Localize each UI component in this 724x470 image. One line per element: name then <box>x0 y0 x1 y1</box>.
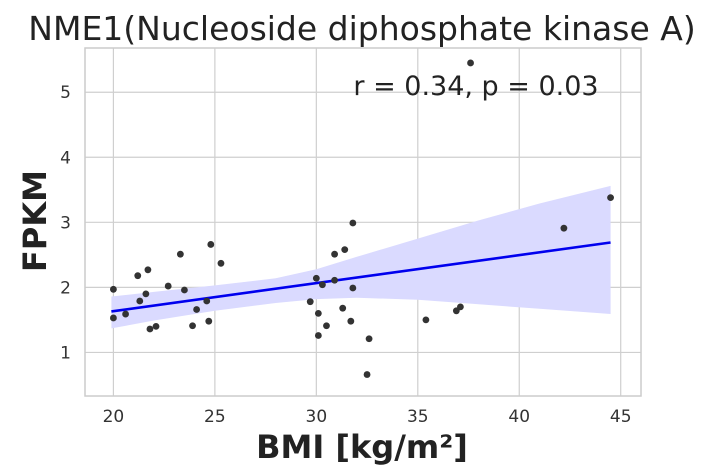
data-point-1 <box>110 314 117 322</box>
data-point-15 <box>205 317 213 325</box>
data-point-14 <box>203 297 211 305</box>
data-point-32 <box>365 335 373 343</box>
data-point-19 <box>312 274 320 282</box>
y-axis-label: FPKM <box>16 170 54 272</box>
data-point-33 <box>422 316 430 324</box>
data-point-13 <box>193 306 201 313</box>
data-point-6 <box>144 266 152 274</box>
x-tick-label-4: 40 <box>508 407 530 427</box>
data-point-27 <box>341 246 349 254</box>
data-point-21 <box>314 332 322 339</box>
data-point-8 <box>152 323 160 330</box>
confidence-band <box>111 185 611 329</box>
data-point-31 <box>363 371 371 378</box>
correlation-annotation: r = 0.34, p = 0.03 <box>353 71 598 102</box>
y-tick-label-1: 2 <box>60 278 71 298</box>
grid-lines <box>85 48 641 396</box>
data-point-24 <box>331 250 338 258</box>
data-point-35 <box>457 303 464 311</box>
data-point-25 <box>331 276 338 284</box>
data-point-10 <box>176 250 184 258</box>
y-tick-label-2: 3 <box>60 213 71 233</box>
data-point-2 <box>122 310 129 318</box>
data-point-7 <box>146 325 154 333</box>
data-point-26 <box>339 304 347 312</box>
data-point-4 <box>136 297 144 305</box>
x-tick-label-5: 45 <box>610 407 632 427</box>
data-point-18 <box>306 298 314 306</box>
x-tick-label-1: 25 <box>204 407 226 427</box>
data-point-20 <box>314 309 322 317</box>
plot-frame <box>84 47 642 397</box>
data-point-16 <box>207 241 215 248</box>
data-point-30 <box>349 284 357 292</box>
regression-line <box>111 241 611 313</box>
data-point-28 <box>347 317 355 325</box>
y-tick-labels: 1 2 3 4 5 <box>60 83 71 363</box>
x-tick-label-0: 20 <box>103 407 125 427</box>
data-point-5 <box>142 290 150 298</box>
data-point-12 <box>189 322 196 330</box>
data-point-11 <box>181 286 188 294</box>
data-point-22 <box>319 281 326 289</box>
data-point-17 <box>217 259 225 267</box>
y-tick-label-0: 1 <box>60 343 71 363</box>
y-tick-label-4: 5 <box>60 83 71 103</box>
x-tick-label-3: 35 <box>407 407 429 427</box>
data-point-29 <box>349 219 357 227</box>
y-tick-label-3: 4 <box>60 148 71 168</box>
x-tick-label-2: 30 <box>306 407 328 427</box>
data-point-23 <box>323 322 330 330</box>
data-point-36 <box>467 59 474 67</box>
x-axis-label: BMI [kg/m²] <box>256 428 468 466</box>
data-point-37 <box>560 224 568 232</box>
data-point-0 <box>110 285 117 293</box>
data-point-9 <box>164 282 172 290</box>
chart-title: NME1(Nucleoside diphosphate kinase A) <box>28 9 695 48</box>
data-points <box>110 59 614 378</box>
x-tick-labels: 20 25 30 35 40 45 <box>103 407 632 427</box>
data-point-3 <box>134 272 142 280</box>
data-point-38 <box>607 194 614 202</box>
